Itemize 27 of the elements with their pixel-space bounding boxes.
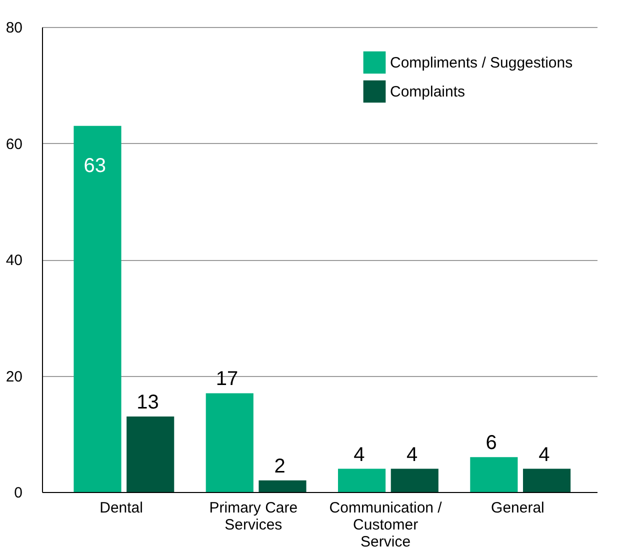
data-label: 4 xyxy=(354,444,365,466)
bar xyxy=(390,468,438,492)
data-label: 4 xyxy=(406,444,418,466)
legend-label: Compliments / Suggestions xyxy=(390,54,573,72)
data-label: 4 xyxy=(538,444,550,466)
data-label: 63 xyxy=(84,154,106,177)
bar xyxy=(258,480,306,492)
data-label: 2 xyxy=(274,455,286,478)
bar xyxy=(470,457,518,492)
data-label: 6 xyxy=(486,432,497,454)
y-tick-label: 60 xyxy=(6,136,22,153)
x-tick-label: Primary Care Services xyxy=(209,500,298,534)
bar xyxy=(126,416,174,492)
data-label: 17 xyxy=(216,368,238,390)
bar xyxy=(206,393,254,492)
y-tick-label: 80 xyxy=(6,20,22,36)
bar xyxy=(523,468,571,492)
y-tick-label: 40 xyxy=(6,252,22,269)
x-tick-label: General xyxy=(491,500,544,516)
legend-label: Complaints xyxy=(390,84,466,100)
y-tick-label: 0 xyxy=(14,484,22,502)
data-label: 13 xyxy=(136,391,159,414)
y-tick-label: 20 xyxy=(6,368,22,386)
bar xyxy=(338,468,386,492)
x-tick-label: Communication / Customer Service xyxy=(329,500,443,550)
x-tick-label: Dental xyxy=(100,500,143,516)
bar xyxy=(74,126,122,492)
